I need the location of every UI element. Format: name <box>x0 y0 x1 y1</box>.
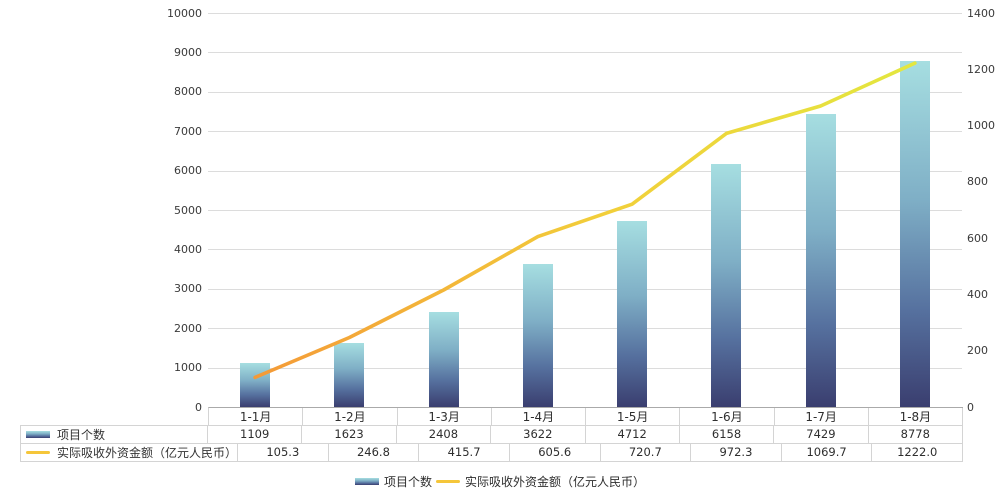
bar-1-4月[interactable] <box>522 264 553 407</box>
grid-line <box>208 367 962 369</box>
legend: 项目个数 实际吸收外资金额（亿元人民币） <box>0 473 1000 489</box>
table-value-cell: 4712 <box>585 425 680 444</box>
table-value-cell: 972.3 <box>691 443 782 462</box>
x-axis-category-cell: 1-1月 <box>209 408 304 426</box>
bar-series-label: 项目个数 <box>57 428 106 442</box>
bar-1-3月[interactable] <box>428 312 459 407</box>
y-axis-tick-left: 4000 <box>174 242 202 256</box>
bar-series-swatch-icon <box>26 431 50 438</box>
bar-1-1月[interactable] <box>240 363 271 407</box>
table-value-cell: 8778 <box>868 425 963 444</box>
table-value-cell: 1222.0 <box>872 443 964 462</box>
table-value-cell: 1623 <box>302 425 397 444</box>
y-axis-tick-left: 8000 <box>174 85 202 99</box>
table-value-cell: 1109 <box>208 425 303 444</box>
grid-line <box>208 249 962 251</box>
grid-line <box>208 131 962 133</box>
y-axis-tick-left: 5000 <box>174 203 202 217</box>
legend-bar-swatch-icon <box>354 477 379 485</box>
table-label-line-series: 实际吸收外资金额（亿元人民币） <box>20 443 239 462</box>
table-label-bar-series: 项目个数 <box>20 425 208 444</box>
y-axis-tick-right: 200 <box>967 344 988 358</box>
table-value-cell: 7429 <box>774 425 869 444</box>
x-axis-category-cell: 1-8月 <box>868 408 963 426</box>
table-value-cell: 6158 <box>679 425 775 444</box>
table-value-cell: 720.7 <box>600 443 692 462</box>
bar-1-2月[interactable] <box>334 343 365 407</box>
y-axis-tick-left: 10000 <box>167 6 202 20</box>
legend-item-line[interactable]: 实际吸收外资金额（亿元人民币） <box>436 473 645 490</box>
x-axis-category-cell: 1-7月 <box>774 408 869 426</box>
y-axis-tick-left: 2000 <box>174 321 202 335</box>
x-axis-category-cell: 1-2月 <box>303 408 398 426</box>
legend-item-bar[interactable]: 项目个数 <box>354 473 432 490</box>
y-axis-tick-right: 1400 <box>967 6 995 20</box>
grid-line <box>208 288 962 290</box>
x-axis-category-cell: 1-3月 <box>397 408 492 426</box>
y-axis-tick-left: 7000 <box>174 124 202 138</box>
table-value-cell: 246.8 <box>328 443 420 462</box>
y-axis-tick-right: 600 <box>967 231 988 245</box>
y-axis-tick-left: 1000 <box>174 361 202 375</box>
y-axis-tick-right: 400 <box>967 287 988 301</box>
y-axis-tick-left: 0 <box>195 400 202 414</box>
bar-1-5月[interactable] <box>617 221 648 407</box>
table-row-bar-series: 项目个数 1109 1623 2408 3622 4712 6158 7429 8778 <box>20 425 963 444</box>
bar-1-7月[interactable] <box>805 114 836 407</box>
grid-line <box>208 52 962 54</box>
y-axis-tick-left: 3000 <box>174 282 202 296</box>
x-axis-category-cell: 1-4月 <box>491 408 586 426</box>
y-axis-tick-right: 0 <box>967 400 974 414</box>
table-value-cell: 605.6 <box>509 443 601 462</box>
legend-bar-label: 项目个数 <box>383 474 432 489</box>
x-axis-category-cell: 1-5月 <box>586 408 681 426</box>
y-axis-tick-left: 9000 <box>174 45 202 59</box>
table-row-categories: 1-1月 1-2月 1-3月 1-4月 1-5月 1-6月 1-7月 1-8月 <box>208 407 963 426</box>
table-value-cell: 2408 <box>396 425 492 444</box>
y-axis-tick-right: 1000 <box>967 119 995 133</box>
y-axis-tick-left: 6000 <box>174 164 202 178</box>
x-axis-category-cell: 1-6月 <box>680 408 775 426</box>
legend-line-label: 实际吸收外资金额（亿元人民币） <box>465 474 646 489</box>
line-series-swatch-icon <box>26 450 50 454</box>
grid-line <box>208 13 962 14</box>
table-value-cell: 415.7 <box>419 443 510 462</box>
grid-line <box>208 91 962 93</box>
table-value-cell: 3622 <box>491 425 586 444</box>
bar-1-6月[interactable] <box>711 164 742 407</box>
y-axis-tick-right: 800 <box>967 175 988 189</box>
table-value-cell: 1069.7 <box>781 443 873 462</box>
legend-line-swatch-icon <box>436 479 460 483</box>
grid-line <box>208 210 962 211</box>
y-axis-tick-right: 1200 <box>967 62 995 76</box>
grid-line <box>208 328 962 330</box>
grid-line <box>208 170 962 172</box>
table-row-line-series: 实际吸收外资金额（亿元人民币） 105.3 246.8 415.7 605.6 720.… <box>20 443 964 462</box>
line-series-label: 实际吸收外资金额（亿元人民币） <box>57 445 238 460</box>
table-value-cell: 105.3 <box>238 443 329 462</box>
bar-1-8月[interactable] <box>899 61 930 407</box>
